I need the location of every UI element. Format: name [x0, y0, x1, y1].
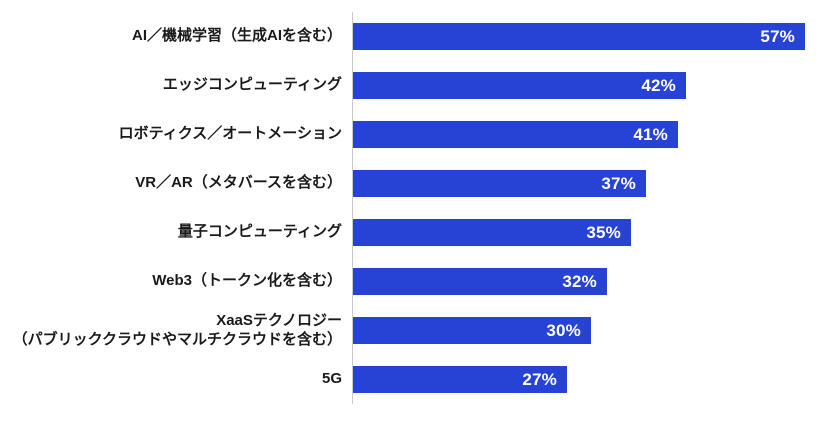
chart-row: エッジコンピューティング 42% [0, 61, 820, 110]
plot-area: 30% [352, 306, 820, 355]
bar: 37% [353, 170, 646, 197]
bar: 42% [353, 72, 686, 99]
bar-category-label: Web3（トークン化を含む） [152, 272, 342, 290]
chart-row: Web3（トークン化を含む） 32% [0, 257, 820, 306]
bar-category-label: AI／機械学習（生成AIを含む） [131, 27, 342, 45]
bar: 32% [353, 268, 607, 295]
bar-value-label: 57% [760, 26, 795, 46]
bar-value-label: 35% [586, 222, 621, 242]
horizontal-bar-chart: AI／機械学習（生成AIを含む） 57% エッジコンピューティング 42% ロボティクス… [0, 12, 820, 404]
bar: 35% [353, 219, 631, 246]
bar-value-label: 37% [601, 173, 636, 193]
bar-category-label: エッジコンピューティング [162, 76, 342, 94]
plot-area: 35% [352, 208, 820, 257]
bar: 27% [353, 366, 567, 393]
chart-row: VR／AR（メタバースを含む） 37% [0, 159, 820, 208]
plot-area: 41% [352, 110, 820, 159]
bar-value-label: 30% [546, 320, 581, 340]
bar-value-label: 27% [522, 369, 557, 389]
bar-category-label: VR／AR（メタバースを含む） [135, 174, 342, 192]
plot-area: 27% [352, 355, 820, 404]
bar-value-label: 32% [562, 271, 597, 291]
bar-value-label: 41% [633, 124, 668, 144]
chart-row: ロボティクス／オートメーション 41% [0, 110, 820, 159]
plot-area: 37% [352, 159, 820, 208]
chart-row: XaaSテクノロジー （パブリッククラウドやマルチクラウドを含む） 30% [0, 306, 820, 355]
bar: 57% [353, 23, 805, 50]
plot-area: 32% [352, 257, 820, 306]
chart-row: 5G 27% [0, 355, 820, 404]
bar-category-label: 5G [321, 370, 342, 388]
bar-category-label: ロボティクス／オートメーション [118, 125, 342, 143]
chart-row: AI／機械学習（生成AIを含む） 57% [0, 12, 820, 61]
bar-category-label: XaaSテクノロジー （パブリッククラウドやマルチクラウドを含む） [12, 311, 342, 348]
bar-category-label: 量子コンピューティング [177, 223, 342, 241]
plot-area: 42% [352, 61, 820, 110]
plot-area: 57% [352, 12, 820, 61]
bar: 41% [353, 121, 678, 148]
bar-value-label: 42% [641, 75, 676, 95]
bar: 30% [353, 317, 591, 344]
chart-row: 量子コンピューティング 35% [0, 208, 820, 257]
